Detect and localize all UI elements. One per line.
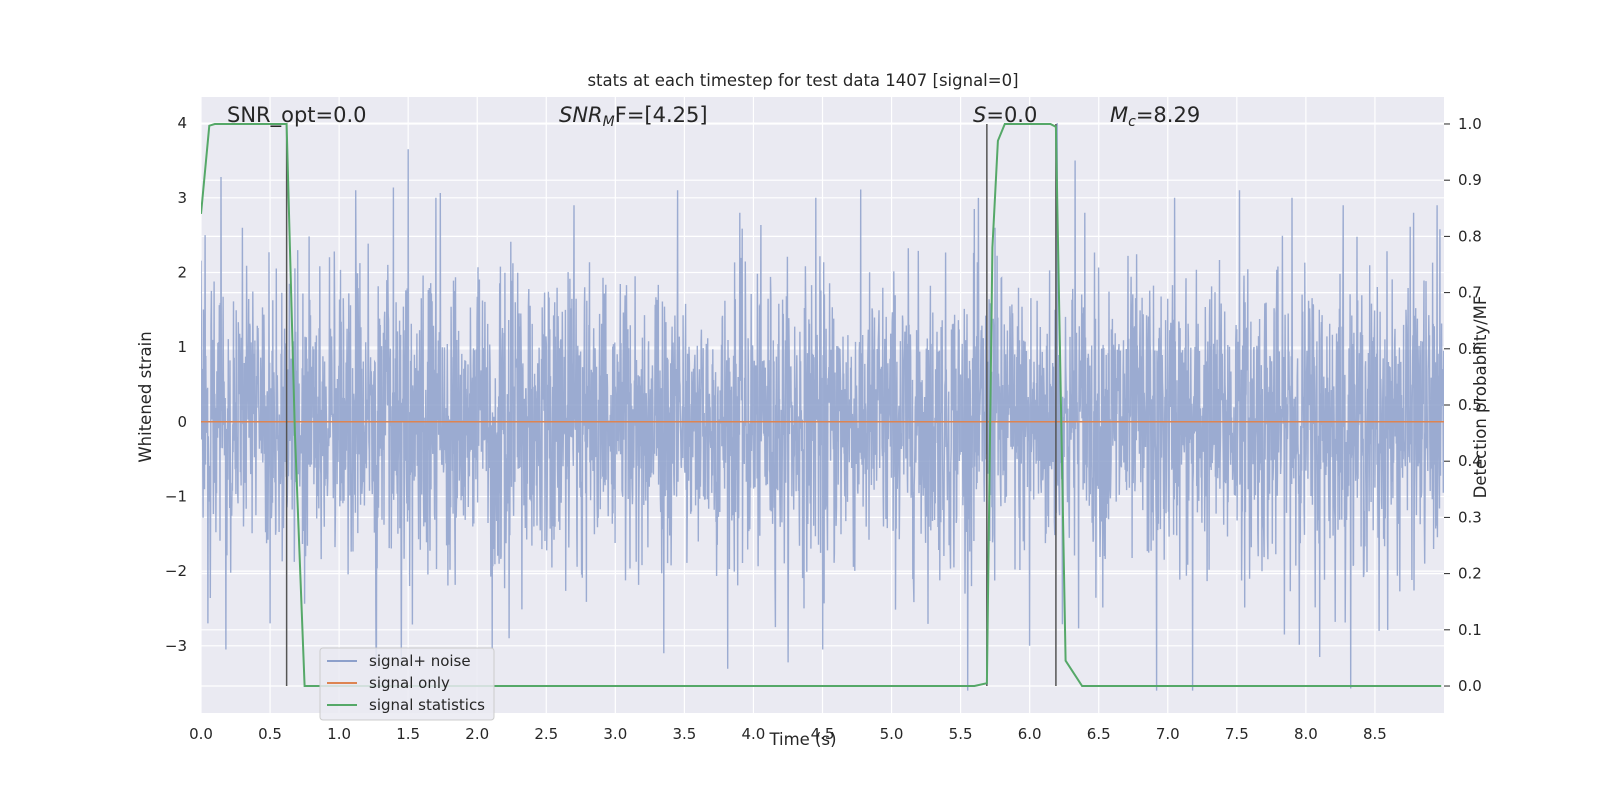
y-left-tick-label: −1 xyxy=(165,487,187,505)
x-tick-label: 1.0 xyxy=(327,725,351,743)
y-left-tick-label: 1 xyxy=(177,338,187,356)
y-left-tick-label: 3 xyxy=(177,189,187,207)
y-right-tick-label: 0.9 xyxy=(1458,171,1482,189)
x-tick-label: 4.5 xyxy=(811,725,835,743)
x-tick-label: 4.0 xyxy=(742,725,766,743)
y-left-tick-label: −3 xyxy=(165,637,187,655)
x-tick-label: 8.5 xyxy=(1363,725,1387,743)
x-tick-label: 5.0 xyxy=(880,725,904,743)
y-right-tick-label: 1.0 xyxy=(1458,115,1482,133)
y-left-tick-label: −2 xyxy=(165,562,187,580)
y-right-tick-label: 0.6 xyxy=(1458,340,1482,358)
y-left-tick-label: 0 xyxy=(177,413,187,431)
x-tick-label: 8.0 xyxy=(1294,725,1318,743)
y-right-tick-label: 0.0 xyxy=(1458,677,1482,695)
annotation-mc: Mc=8.29 xyxy=(1110,103,1200,130)
signal-noise-line xyxy=(201,123,1444,691)
signal-noise-series xyxy=(201,123,1444,691)
legend: signal+ noise signal only signal statist… xyxy=(319,647,495,721)
x-tick-label: 0.5 xyxy=(258,725,282,743)
legend-label-signal-noise: signal+ noise xyxy=(369,652,471,670)
chart-title: stats at each timestep for test data 140… xyxy=(587,71,1018,90)
y-right-tick-label: 0.7 xyxy=(1458,284,1482,302)
x-tick-label: 6.5 xyxy=(1087,725,1111,743)
y-axis-left-label: Whitened strain xyxy=(136,331,155,462)
x-tick-label: 1.5 xyxy=(396,725,420,743)
signal-statistics-series xyxy=(201,123,1442,687)
legend-label-signal-only: signal only xyxy=(369,674,450,692)
y-right-tick-label: 0.5 xyxy=(1458,396,1482,414)
x-tick-label: 2.0 xyxy=(465,725,489,743)
vertical-markers xyxy=(285,123,1057,687)
y-right-tick-label: 0.4 xyxy=(1458,452,1482,470)
y-right-tick-label: 0.3 xyxy=(1458,508,1482,526)
y-right-tick-label: 0.1 xyxy=(1458,621,1482,639)
y-axis-left-ticks: 4 3 2 1 0 −1 −2 −3 xyxy=(165,114,187,655)
y-left-tick-label: 4 xyxy=(177,114,187,132)
x-axis-label: Time (s) xyxy=(768,730,836,749)
x-tick-label: 5.5 xyxy=(949,725,973,743)
annotation-snr-opt: SNR_opt=0.0 xyxy=(227,103,367,128)
x-axis-ticks: 0.0 0.5 1.0 1.5 2.0 2.5 3.0 3.5 4.0 4.5 5.0 5.5 6.0 6… xyxy=(189,725,1387,743)
signal-statistics-line xyxy=(201,123,1442,687)
y-right-tick-label: 0.2 xyxy=(1458,565,1482,583)
y-axis-right-label: Detection probability/MF xyxy=(1471,296,1490,499)
annotation-s: S=0.0 xyxy=(973,103,1037,127)
x-tick-label: 2.5 xyxy=(534,725,558,743)
legend-label-signal-statistics: signal statistics xyxy=(369,696,485,714)
x-tick-label: 6.0 xyxy=(1018,725,1042,743)
y-right-tick-label: 0.8 xyxy=(1458,227,1482,245)
x-tick-label: 7.5 xyxy=(1225,725,1249,743)
y-axis-right-ticks: 1.0 0.9 0.8 0.7 0.6 0.5 0.4 0.3 0.2 0.1 0.0 xyxy=(1444,115,1482,695)
x-tick-label: 7.0 xyxy=(1156,725,1180,743)
y-left-tick-label: 2 xyxy=(177,263,187,281)
annotation-snr-mf: SNRMF=[4.25] xyxy=(559,103,708,130)
x-tick-label: 0.0 xyxy=(189,725,213,743)
x-tick-label: 3.5 xyxy=(672,725,696,743)
x-tick-label: 3.0 xyxy=(603,725,627,743)
legend-box xyxy=(319,647,495,721)
